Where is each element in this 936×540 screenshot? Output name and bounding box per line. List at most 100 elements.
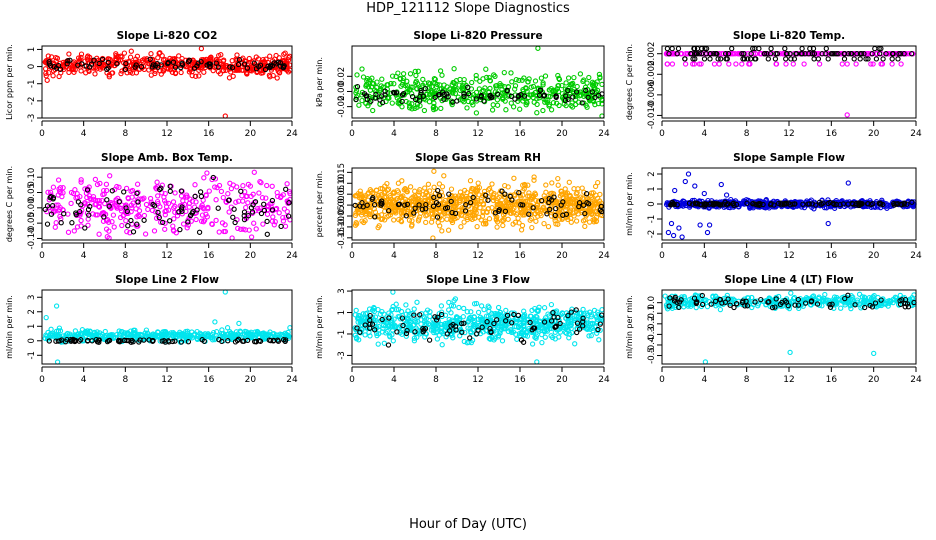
data-point (172, 190, 178, 196)
data-point (156, 50, 162, 57)
hourly-point (392, 90, 398, 96)
data-point (235, 198, 242, 204)
data-point (528, 84, 534, 90)
data-point (362, 332, 368, 338)
data-point (199, 212, 206, 218)
outlier-point (665, 229, 672, 236)
data-point (48, 54, 55, 60)
hourly-point (772, 56, 779, 62)
outlier-point (692, 183, 698, 189)
data-point (52, 224, 58, 230)
data-point (448, 186, 455, 192)
panel-title: Slope Gas Stream RH (415, 152, 541, 164)
data-point (58, 70, 64, 76)
hourly-point (465, 84, 471, 90)
x-tick-label: 8 (433, 129, 439, 139)
y-axis-label: ml/min per min. (5, 295, 14, 359)
data-point (691, 61, 698, 67)
hourly-point (69, 220, 75, 226)
data-point (739, 61, 745, 67)
hourly-point (141, 217, 147, 223)
data-point (584, 80, 590, 86)
data-point (478, 303, 485, 309)
hourly-point (422, 85, 428, 92)
x-tick-label: 20 (868, 251, 880, 261)
hourly-point (873, 56, 880, 62)
data-point (154, 179, 160, 185)
y-tick-label: 2 (647, 171, 657, 176)
hourly-point (504, 87, 510, 94)
figure-title: HDP_121112 Slope Diagnostics (366, 1, 570, 16)
hourly-point (122, 66, 129, 73)
data-point (192, 182, 198, 188)
data-point (180, 198, 186, 204)
data-point (596, 337, 602, 343)
data-point (262, 60, 268, 66)
outlier-point (825, 220, 831, 227)
data-point (136, 213, 143, 220)
hourly-point (798, 51, 804, 57)
data-point (470, 102, 476, 108)
hourly-point (262, 66, 269, 73)
outlier-point (53, 303, 60, 309)
data-point (407, 103, 413, 109)
data-point (467, 178, 474, 184)
y-axis-label: kPa per min. (315, 57, 324, 107)
hourly-point (82, 225, 88, 231)
data-point (539, 339, 545, 346)
x-tick-label: 8 (744, 251, 750, 261)
data-point (540, 80, 546, 86)
data-point (421, 107, 428, 114)
hourly-point (908, 51, 915, 57)
hourly-point (872, 45, 878, 52)
hourly-point (373, 91, 379, 98)
y-axis-label: ml/min per min. (315, 295, 324, 359)
hourly-point (99, 56, 106, 63)
y-axis-label: ml/min per min. (625, 172, 634, 236)
data-point (541, 220, 547, 227)
hourly-point (741, 51, 747, 57)
data-point (274, 75, 280, 81)
data-point (505, 93, 511, 99)
data-point (178, 193, 185, 199)
data-point (494, 97, 501, 103)
data-point (486, 74, 492, 81)
y-tick-label: 0.002 (647, 42, 657, 66)
hourly-point (379, 93, 385, 99)
data-point (489, 107, 496, 113)
outlier-point (198, 45, 205, 52)
data-point (144, 57, 151, 64)
hourly-point (104, 197, 110, 203)
y-tick-label: 1 (27, 324, 37, 329)
data-point (893, 51, 899, 57)
hourly-point (682, 56, 688, 62)
data-point (189, 69, 195, 75)
data-point (423, 219, 429, 226)
data-point (176, 53, 182, 59)
data-point (128, 48, 134, 54)
data-point (586, 92, 592, 98)
x-tick-label: 20 (245, 129, 257, 139)
data-point (516, 77, 522, 84)
data-point (374, 84, 380, 91)
data-point (839, 61, 845, 67)
data-point (65, 211, 71, 217)
data-point (105, 56, 111, 62)
data-point (480, 76, 486, 82)
panel-title: Slope Li-820 Temp. (733, 30, 845, 42)
data-point (437, 68, 444, 74)
data-point (556, 76, 563, 83)
hourly-point (207, 63, 213, 70)
data-points (663, 171, 917, 240)
data-point (216, 229, 222, 235)
data-point (438, 105, 444, 112)
data-points (42, 289, 293, 365)
data-point (78, 217, 84, 224)
y-tick-label: -2 (27, 97, 37, 105)
data-point (107, 173, 113, 179)
hourly-point (521, 93, 528, 99)
hourly-point (236, 57, 243, 63)
